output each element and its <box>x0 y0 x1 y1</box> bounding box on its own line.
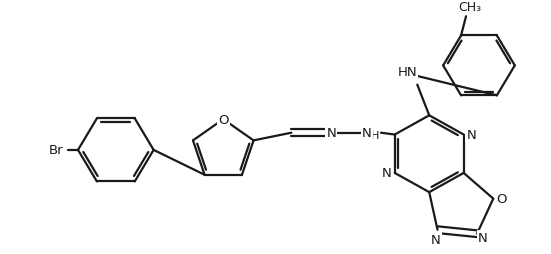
Text: O: O <box>218 113 229 126</box>
Text: N: N <box>326 127 336 140</box>
Text: Br: Br <box>49 144 63 157</box>
Text: HN: HN <box>397 65 417 78</box>
Text: N: N <box>478 231 488 244</box>
Text: N: N <box>431 233 440 246</box>
Text: CH₃: CH₃ <box>458 1 482 14</box>
Text: O: O <box>496 192 506 205</box>
Text: N: N <box>382 167 392 180</box>
Text: N: N <box>467 129 477 141</box>
Text: H: H <box>371 130 379 140</box>
Text: N: N <box>362 127 372 140</box>
